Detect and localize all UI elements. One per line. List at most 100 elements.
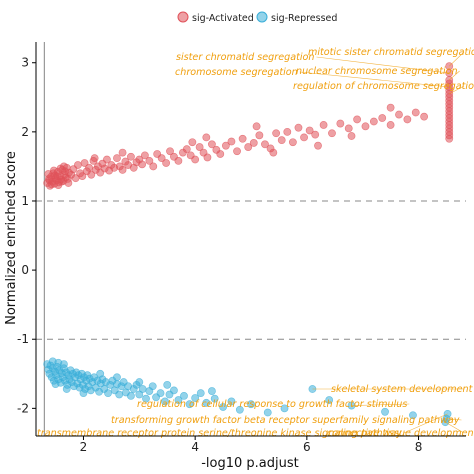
- sig-activated-point: [261, 140, 269, 149]
- sig-activated-point: [64, 179, 73, 187]
- sig-repressed-point: [96, 369, 105, 378]
- x-tick-label: 2: [80, 440, 88, 454]
- annotation-label: connective tissue development: [327, 428, 474, 439]
- sig-repressed-point: [227, 397, 236, 406]
- sig-activated-point: [319, 121, 328, 129]
- sig-activated-point: [283, 127, 292, 136]
- sig-activated-point: [314, 141, 322, 150]
- sig-repressed-point: [138, 385, 147, 393]
- sig-activated-point: [445, 121, 454, 129]
- sig-activated-point: [53, 172, 62, 180]
- sig-activated-point: [191, 155, 200, 164]
- sig-activated-point: [311, 130, 320, 139]
- sig-activated-point: [255, 131, 264, 140]
- sig-repressed-point: [60, 360, 68, 369]
- y-tick-label: 0: [21, 263, 29, 277]
- sig-activated-point: [244, 143, 253, 151]
- sig-activated-point: [87, 170, 96, 179]
- sig-repressed-point: [409, 411, 417, 420]
- sig-activated-point: [249, 139, 258, 147]
- annotation-label: regulation of chromosome segregation: [293, 81, 474, 92]
- sig-activated-point: [353, 115, 362, 124]
- sig-activated-point: [369, 117, 378, 126]
- sig-activated-point: [445, 114, 454, 122]
- legend-label-repressed: sig-Repressed: [271, 13, 337, 24]
- sig-activated-point: [188, 138, 197, 147]
- sig-activated-point: [103, 155, 111, 164]
- annotation-leader-line: [449, 85, 465, 95]
- x-tick-label: 4: [191, 440, 199, 454]
- sig-activated-point: [411, 108, 420, 117]
- sig-repressed-point: [62, 385, 71, 393]
- sig-activated-point: [166, 147, 174, 156]
- annotation-label: mitotic sister chromatid segregation: [308, 47, 474, 58]
- sig-activated-point: [118, 148, 127, 157]
- sig-activated-point: [445, 93, 454, 102]
- y-tick-label: -2: [17, 401, 29, 415]
- annotation-leader-lines: [299, 51, 465, 434]
- sig-activated-point: [305, 126, 314, 135]
- sig-repressed-point: [280, 404, 289, 413]
- sig-activated-point: [420, 112, 429, 121]
- sig-repressed-point: [247, 400, 255, 409]
- sig-repressed-point: [127, 392, 135, 400]
- legend: sig-Activated sig-Repressed: [177, 11, 337, 24]
- sig-activated-point: [127, 152, 135, 161]
- sig-repressed-point: [202, 398, 211, 407]
- sig-repressed-point: [185, 400, 194, 409]
- sig-activated-point: [336, 119, 345, 128]
- sig-repressed-point: [51, 380, 60, 389]
- sig-activated-point: [80, 159, 89, 167]
- sig-activated-point: [149, 162, 158, 171]
- sig-repressed-point: [104, 389, 112, 398]
- annotation-label: transforming growth factor beta receptor…: [111, 415, 460, 426]
- annotation-label: nuclear chromosome segregation: [296, 66, 458, 77]
- sig-repressed-point: [161, 397, 169, 406]
- sig-activated-point: [216, 150, 225, 158]
- sig-repressed-point: [263, 408, 272, 417]
- sig-activated-point: [221, 141, 230, 150]
- y-tick-label: 1: [21, 194, 29, 208]
- sig-activated-point: [182, 145, 191, 154]
- sig-activated-point: [386, 103, 395, 112]
- sig-repressed-point: [79, 389, 88, 398]
- axes: 2 4 6 8 -2 -1 0 1 2 3: [17, 42, 466, 454]
- sig-activated-point: [78, 172, 87, 180]
- sig-repressed-point: [235, 405, 244, 414]
- data-points: [43, 62, 454, 427]
- sig-activated-point: [252, 122, 261, 131]
- sig-activated-point: [202, 133, 211, 142]
- sig-activated-point: [85, 163, 93, 172]
- sig-repressed-point: [113, 373, 121, 382]
- legend-label-activated: sig-Activated: [192, 13, 254, 24]
- annotation-label: skeletal system development: [331, 384, 474, 395]
- sig-activated-point: [138, 160, 147, 169]
- sig-activated-point: [403, 115, 412, 124]
- sig-repressed-point: [115, 390, 124, 399]
- sig-repressed-point: [325, 396, 334, 404]
- annotation-label: transmembrane receptor protein serine/th…: [37, 428, 402, 439]
- sig-activated-point: [269, 148, 278, 157]
- sig-activated-point: [203, 153, 212, 162]
- sig-activated-point: [347, 132, 356, 140]
- sig-activated-point: [294, 123, 303, 132]
- sig-activated-point: [45, 176, 54, 185]
- y-tick-label: -1: [17, 332, 29, 346]
- sig-activated-point: [386, 121, 395, 129]
- annotation-leader-line: [445, 421, 465, 434]
- legend-swatch-activated: [177, 11, 189, 23]
- annotation-leader-line: [446, 418, 462, 421]
- sig-activated-point: [272, 129, 281, 138]
- y-tick-label: 2: [21, 125, 29, 139]
- sig-repressed-point: [163, 380, 172, 389]
- sig-activated-point: [445, 134, 454, 143]
- sig-activated-point: [344, 124, 353, 133]
- annotation-label: sister chromatid segregation: [176, 52, 314, 63]
- y-axis-title: Normalized enriched score: [4, 151, 19, 325]
- sig-repressed-point: [381, 407, 389, 416]
- annotation-leader-line: [403, 413, 448, 434]
- sig-repressed-point: [170, 386, 178, 395]
- annotation-leader-line: [351, 403, 410, 406]
- sig-repressed-point: [156, 389, 165, 398]
- sig-activated-point: [174, 156, 183, 165]
